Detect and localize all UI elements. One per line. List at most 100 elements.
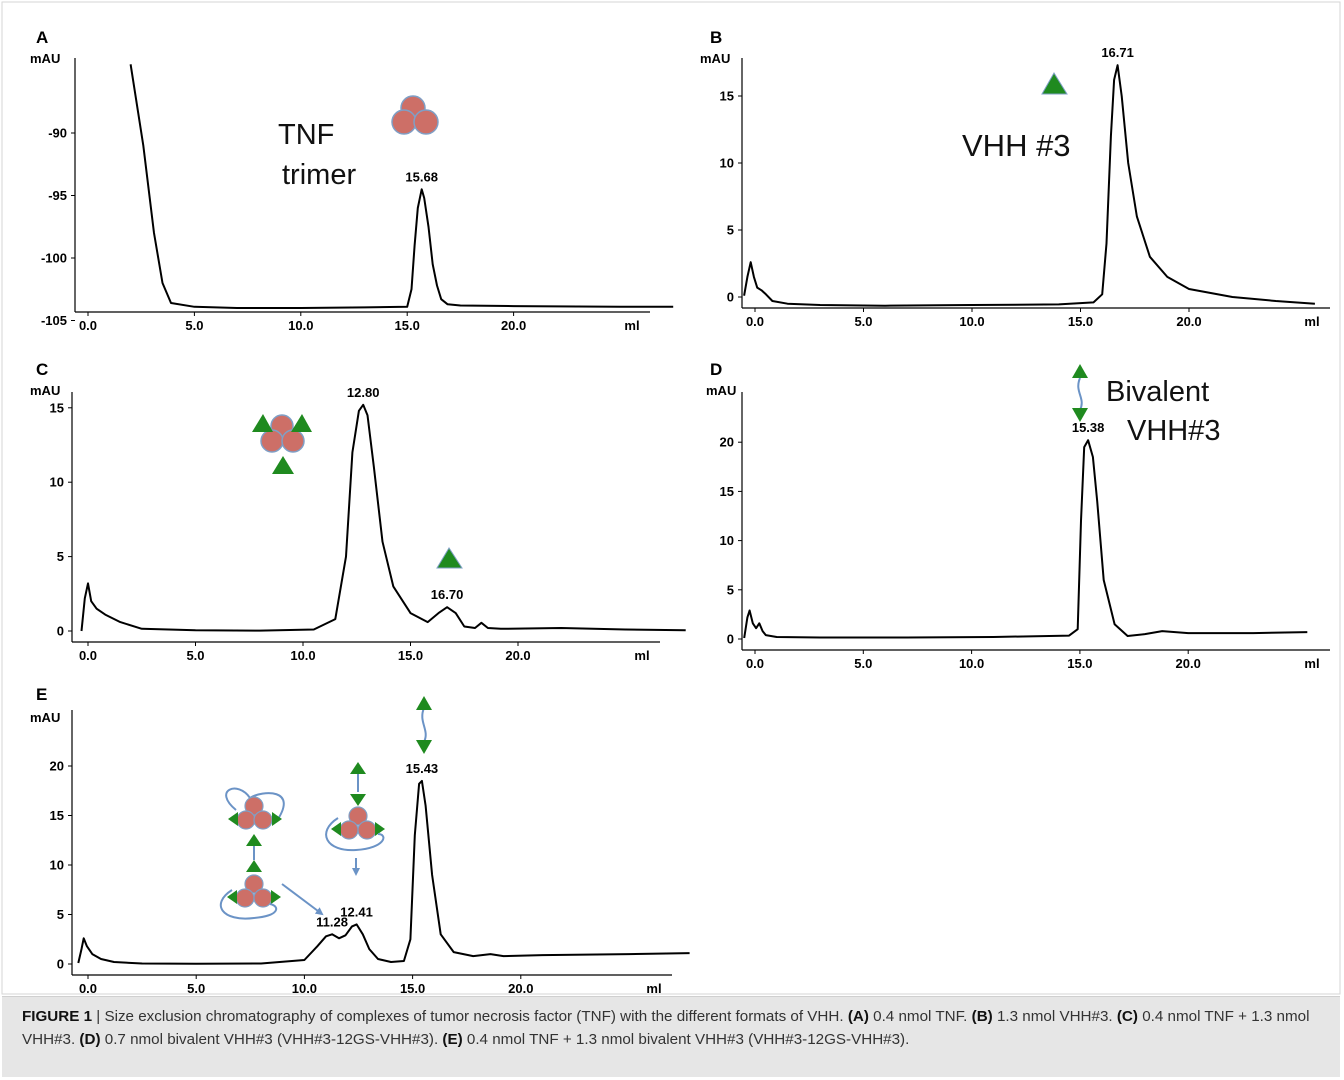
caption-part-d-text: 0.7 nmol bivalent VHH#3 (VHH#3-12GS-VHH#… — [104, 1031, 439, 1048]
x-tick-label-e: 15.0 — [400, 981, 425, 996]
x-tick-label-d: 20.0 — [1176, 656, 1201, 671]
x-tick-label-d: 5.0 — [854, 656, 872, 671]
bivalent-vhh-icon-e — [416, 696, 432, 754]
caption-part-b-label: (B) — [971, 1008, 993, 1025]
y-tick-label-b: 10 — [720, 156, 734, 171]
peak-label-e: 12.41 — [340, 904, 373, 919]
peak-label-d: 15.38 — [1072, 420, 1105, 435]
y-tick-label-c: 10 — [50, 475, 64, 490]
x-tick-label-b: 0.0 — [746, 314, 764, 329]
caption-part-b-text: 1.3 nmol VHH#3. — [996, 1008, 1113, 1025]
x-tick-label-b: 5.0 — [854, 314, 872, 329]
trace-line-e — [77, 779, 690, 965]
tnf-vhh-complex-icon — [252, 414, 312, 474]
caption-part-c-text: 0.4 nmol TNF + 1.3 nmol VHH#3. — [22, 1008, 1310, 1048]
y-tick-label-d: 0 — [727, 632, 734, 647]
x-unit-label-b: ml — [1304, 314, 1319, 329]
x-tick-label-c: 0.0 — [79, 648, 97, 663]
x-tick-label-b: 15.0 — [1068, 314, 1093, 329]
y-tick-label-c: 0 — [57, 624, 64, 639]
y-tick-label-d: 5 — [727, 582, 734, 597]
x-tick-label-b: 10.0 — [959, 314, 984, 329]
tnf-trimer-icon — [391, 95, 439, 135]
x-tick-label-e: 20.0 — [508, 981, 533, 996]
panel-letter-a: A — [36, 28, 48, 47]
caption-part-c-label: (C) — [1116, 1008, 1138, 1025]
x-tick-label-d: 10.0 — [959, 656, 984, 671]
x-tick-label-d: 0.0 — [746, 656, 764, 671]
annotation-trimer: trimer — [282, 159, 356, 191]
panel-letter-d: D — [710, 360, 722, 379]
figure-caption: FIGURE 1 | Size exclusion chromatography… — [22, 1005, 1334, 1051]
panel-letter-b: B — [710, 28, 722, 47]
x-tick-label-a: 15.0 — [395, 318, 420, 333]
panel-letter-e: E — [36, 685, 47, 704]
x-tick-label-c: 15.0 — [398, 648, 423, 663]
y-axis-label-e: mAU — [30, 710, 60, 725]
caption-part-d-label: (D) — [79, 1031, 101, 1048]
x-tick-label-e: 10.0 — [292, 981, 317, 996]
trace-line-d — [743, 439, 1308, 639]
panel-letter-c: C — [36, 360, 48, 379]
x-tick-label-c: 5.0 — [186, 648, 204, 663]
trace-line-c — [80, 403, 686, 632]
annotation-bivalent: Bivalent — [1106, 376, 1209, 408]
vhh-triangle-icon — [1041, 72, 1068, 95]
y-tick-label-e: 20 — [50, 759, 64, 774]
y-tick-label-b: 15 — [720, 89, 734, 104]
x-unit-label-d: ml — [1304, 656, 1319, 671]
annotation-tnf: TNF — [278, 119, 334, 151]
x-unit-label-a: ml — [624, 318, 639, 333]
bivalent-vhh-icon — [1072, 364, 1088, 422]
caption-figure-label: FIGURE 1 — [22, 1008, 93, 1025]
peak-label-a: 15.68 — [405, 169, 438, 184]
x-tick-label-a: 20.0 — [501, 318, 526, 333]
peak-label-c: 16.70 — [431, 587, 464, 602]
trace-line-a — [129, 64, 674, 309]
annotation-vhh3-bivalent: VHH#3 — [1127, 415, 1221, 447]
monovalent-binding-complex-icon — [325, 762, 385, 876]
y-tick-label-e: 0 — [57, 957, 64, 972]
caption-part-a-text: 0.4 nmol TNF. — [873, 1008, 968, 1025]
y-tick-label-e: 5 — [57, 907, 64, 922]
x-tick-label-a: 5.0 — [185, 318, 203, 333]
vhh-triangle-icon-c — [436, 547, 463, 569]
peak-label-e: 15.43 — [406, 761, 439, 776]
x-tick-label-e: 0.0 — [79, 981, 97, 996]
peak-label-e: 11.28 — [316, 914, 348, 929]
x-tick-label-a: 10.0 — [288, 318, 313, 333]
y-axis-label-c: mAU — [30, 383, 60, 398]
caption-separator: | — [92, 1008, 105, 1025]
y-tick-label-b: 0 — [727, 290, 734, 305]
intramolecular-complex-icon — [219, 787, 324, 920]
y-tick-label-d: 10 — [720, 533, 734, 548]
y-tick-label-e: 10 — [50, 858, 64, 873]
y-tick-label-d: 15 — [720, 484, 734, 499]
peak-label-b: 16.71 — [1101, 45, 1134, 60]
x-tick-label-a: 0.0 — [79, 318, 97, 333]
y-tick-label-e: 15 — [50, 808, 64, 823]
x-unit-label-e: ml — [646, 981, 661, 996]
y-tick-label-a: -90 — [48, 126, 67, 141]
y-tick-label-a: -100 — [41, 251, 67, 266]
y-tick-label-a: -105 — [41, 313, 67, 328]
y-tick-label-c: 15 — [50, 400, 64, 415]
caption-part-e-text: 0.4 nmol TNF + 1.3 nmol bivalent VHH#3 (… — [466, 1031, 910, 1048]
y-tick-label-b: 5 — [727, 223, 734, 238]
x-tick-label-e: 5.0 — [187, 981, 205, 996]
x-tick-label-c: 20.0 — [505, 648, 530, 663]
x-tick-label-d: 15.0 — [1067, 656, 1092, 671]
x-tick-label-c: 10.0 — [290, 648, 315, 663]
x-tick-label-b: 20.0 — [1176, 314, 1201, 329]
trace-line-b — [743, 64, 1315, 307]
y-axis-label-b: mAU — [700, 51, 730, 66]
caption-part-e-label: (E) — [442, 1031, 463, 1048]
caption-part-a-label: (A) — [847, 1008, 869, 1025]
y-tick-label-c: 5 — [57, 549, 64, 564]
